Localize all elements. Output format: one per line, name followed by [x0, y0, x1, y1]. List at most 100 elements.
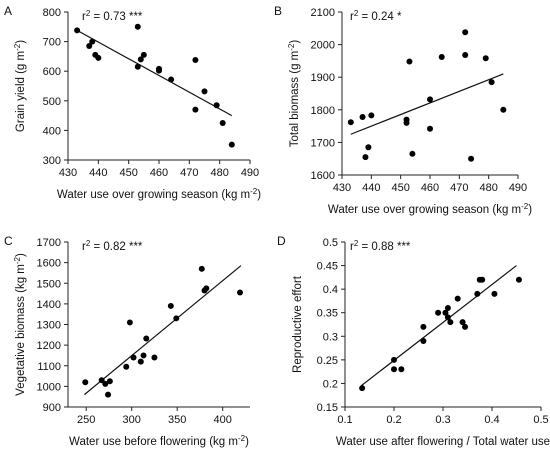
data-point	[167, 302, 174, 309]
y-axis-title: Total biomass (g m-2)	[287, 40, 302, 148]
y-tick-label: 1700	[37, 237, 61, 249]
x-tick-label: 0.3	[435, 414, 450, 426]
r-squared-annotation: r2 = 0.88 ***	[350, 239, 411, 254]
r-squared-annotation: r2 = 0.82 ***	[82, 239, 143, 254]
data-point	[479, 276, 486, 283]
data-point	[98, 377, 105, 384]
data-point	[362, 154, 369, 161]
data-point	[74, 27, 81, 34]
data-point	[168, 76, 175, 83]
panel-letter: D	[277, 234, 286, 248]
x-axis-title: Water use over growing season (kg m-2)	[57, 187, 261, 202]
data-point	[105, 391, 112, 398]
y-tick-label: 0.5	[323, 237, 338, 249]
x-tick-label: 460	[421, 182, 439, 194]
regression-line	[360, 265, 517, 387]
data-point	[468, 155, 475, 162]
data-point	[459, 319, 466, 326]
y-tick-label: 1800	[311, 105, 335, 117]
data-point	[140, 352, 147, 359]
y-tick-label: 1900	[311, 72, 335, 84]
data-point	[219, 120, 226, 126]
regression-line	[350, 73, 504, 135]
y-tick-label: 0.4	[323, 284, 338, 296]
data-point	[106, 378, 113, 385]
x-tick-label: 0.1	[337, 414, 352, 426]
y-tick-label: 1300	[37, 320, 61, 332]
panel-d: 0.1 0.2 0.3 0.4 0.5 0.15 0.2 0.25 0.3 0.35 0.4 0.45…	[277, 234, 550, 448]
x-tick-label: 440	[362, 182, 380, 194]
data-point	[409, 150, 416, 157]
y-tick-label: 1100	[37, 361, 61, 373]
x-tick-label: 250	[77, 414, 95, 426]
data-point	[454, 295, 461, 302]
y-tick-label: 1200	[37, 340, 61, 352]
x-tick-label: 460	[150, 167, 168, 179]
data-point	[435, 309, 442, 316]
data-point	[123, 363, 130, 370]
data-point	[126, 319, 133, 326]
data-point	[491, 290, 498, 297]
data-point	[130, 354, 137, 361]
data-point	[102, 380, 109, 387]
panel-b: 430 440 450 460 470 480 490 1600 1700 1800 1900 200…	[274, 4, 532, 216]
data-point	[213, 102, 220, 109]
data-point	[444, 314, 451, 321]
r-squared-annotation: r2 = 0.24 *	[350, 9, 402, 24]
data-point	[86, 43, 93, 50]
data-point	[173, 315, 180, 322]
data-point	[82, 379, 89, 386]
data-point	[391, 356, 397, 363]
data-point	[462, 52, 469, 59]
y-tick-label: 0.15	[317, 402, 338, 414]
x-tick-label: 490	[241, 167, 259, 179]
y-tick-label: 700	[43, 37, 61, 49]
x-tick-label: 480	[479, 182, 497, 194]
x-tick-label: 470	[180, 167, 198, 179]
data-point	[89, 38, 96, 45]
y-tick-label: 1500	[37, 278, 61, 290]
data-point	[365, 144, 372, 151]
y-tick-label: 800	[43, 7, 61, 19]
y-axis-title: Vegetative biomass (kg m-2)	[13, 253, 28, 396]
data-point	[156, 67, 162, 74]
data-point	[359, 385, 366, 392]
x-tick-label: 300	[123, 414, 141, 426]
y-tick-label: 1400	[37, 299, 61, 311]
y-tick-label: 2000	[311, 40, 335, 52]
data-point	[359, 113, 366, 120]
x-tick-label: 470	[450, 182, 468, 194]
x-tick-label: 450	[391, 182, 409, 194]
data-point	[427, 125, 433, 132]
x-tick-label: 400	[214, 414, 232, 426]
panel-c: 250 300 350 400 900 1000 1100 1200 1300 1400 1500 1…	[4, 234, 250, 448]
y-tick-label: 1600	[311, 170, 335, 182]
data-point	[427, 96, 433, 103]
data-point	[447, 319, 454, 326]
data-point	[462, 323, 469, 330]
y-tick-label: 500	[43, 96, 61, 108]
data-point	[462, 29, 469, 36]
data-point	[438, 53, 445, 60]
y-tick-label: 1600	[37, 258, 61, 270]
x-tick-label: 0.2	[386, 414, 401, 426]
data-point	[198, 265, 205, 272]
regression-line	[83, 265, 242, 396]
data-point	[368, 112, 375, 119]
data-point	[151, 354, 158, 361]
data-point	[442, 309, 449, 316]
data-point	[137, 56, 144, 63]
y-tick-label: 2100	[311, 7, 335, 19]
y-tick-label: 600	[43, 66, 61, 78]
x-tick-label: 480	[210, 167, 228, 179]
panel-letter: C	[4, 234, 13, 248]
data-point	[347, 119, 354, 126]
data-point	[143, 335, 150, 342]
x-axis-title: Water use over growing season (kg m-2)	[328, 202, 532, 217]
data-point	[236, 289, 243, 296]
data-point	[201, 88, 208, 95]
x-tick-label: 430	[59, 167, 77, 179]
y-tick-label: 0.35	[317, 308, 338, 320]
data-point	[398, 366, 405, 373]
